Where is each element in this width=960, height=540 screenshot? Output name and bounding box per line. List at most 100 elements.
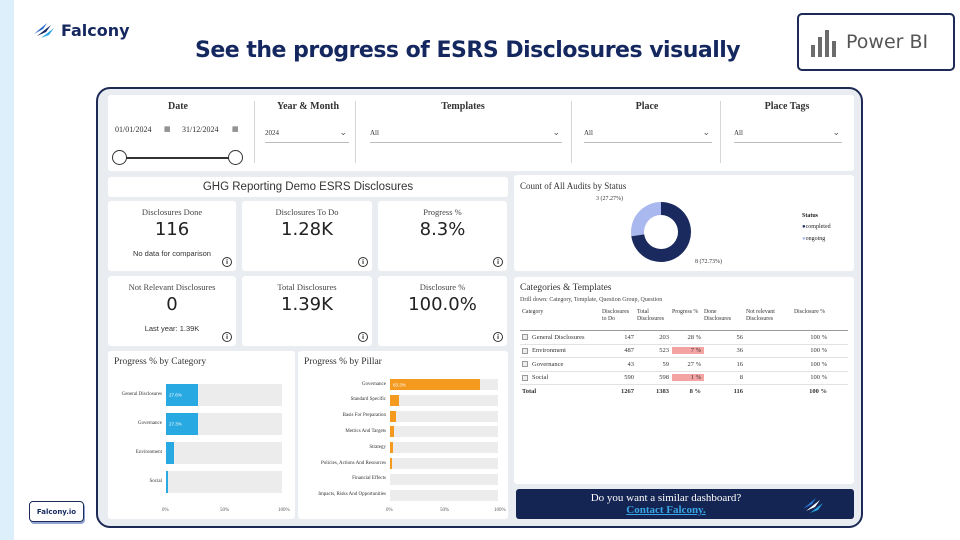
kpi-card-progress: Progress % 8.3% i: [378, 201, 507, 271]
cell-todo: 43: [627, 360, 635, 368]
year-month-value: 2024: [265, 129, 279, 137]
info-icon[interactable]: i: [493, 332, 503, 342]
falcon-icon: [34, 23, 54, 38]
expand-icon[interactable]: [522, 347, 528, 354]
donut-slice-ongoing[interactable]: [631, 202, 661, 237]
cta-question: Do you want a similar dashboard?: [590, 492, 742, 504]
place-filter: Place: [574, 101, 720, 165]
col-header-progress[interactable]: Progress %: [672, 309, 699, 315]
category-bar[interactable]: [166, 471, 168, 493]
chevron-down-icon: ⌄: [339, 127, 347, 137]
falcony-website-link[interactable]: Falcony.io: [29, 501, 84, 522]
kpi-label: Disclosures To Do: [275, 207, 339, 217]
cell-total: 598: [659, 374, 669, 382]
info-icon[interactable]: i: [222, 257, 232, 267]
pillar-label: Financial Effects: [352, 476, 386, 482]
category-bar[interactable]: 27.3%: [166, 413, 198, 435]
pillar-bar[interactable]: [390, 394, 399, 406]
col-header-disclosure[interactable]: Disclosure %: [794, 309, 826, 315]
place-value: All: [584, 129, 593, 137]
kpi-label: Progress %: [423, 207, 462, 217]
col-header-category[interactable]: Category: [522, 309, 544, 315]
date-start-input[interactable]: 01/01/2024: [115, 125, 152, 134]
pillar-chart-card: Progress % by Pillar Governance 83.3% Stan…: [298, 351, 508, 519]
slider-end-handle[interactable]: [228, 150, 243, 165]
category-label: General Disclosures: [121, 392, 162, 397]
year-month-title: Year & Month: [276, 101, 340, 112]
category-label: Social: [149, 479, 163, 484]
place-dropdown[interactable]: All ⌄: [584, 127, 712, 143]
calendar-icon[interactable]: ▦: [164, 125, 171, 133]
col-header-done[interactable]: Done Disclosures: [704, 309, 732, 322]
cell-progress: 28 %: [687, 333, 701, 341]
date-end-input[interactable]: 31/12/2024: [182, 125, 219, 134]
pillar-bar[interactable]: [390, 426, 395, 438]
pillar-label: Basis For Preparation: [342, 413, 386, 419]
categories-table: Category Disclosures to Do Total Disclos…: [520, 307, 848, 399]
legend-item-completed[interactable]: ●completed: [802, 224, 831, 230]
brand-logo[interactable]: Falcony: [33, 20, 130, 40]
cell-done: 116: [733, 388, 743, 396]
cell-total: 523: [659, 347, 669, 355]
cell-progress: 8 %: [689, 388, 701, 396]
pillar-bar[interactable]: [390, 442, 394, 454]
category-label: Governance: [137, 421, 162, 426]
category-track: 27.6%: [166, 384, 282, 406]
col-header-todo[interactable]: Disclosures to Do: [602, 309, 630, 322]
date-range-slider[interactable]: [120, 157, 238, 159]
donut-data-label: 3 (27.27%): [596, 195, 623, 202]
cell-disclosure: 100 %: [810, 347, 827, 355]
info-icon[interactable]: i: [493, 257, 503, 267]
category-axis-tick: 100%: [278, 508, 290, 513]
legend-dot: ●: [802, 236, 806, 242]
pillar-bar[interactable]: [390, 410, 397, 422]
filter-bar: Date 01/01/2024 ▦ 31/12/2024 ▦ Year & Mo…: [108, 95, 854, 171]
cell-disclosure: 100 %: [810, 360, 827, 368]
pillar-bar[interactable]: [390, 458, 392, 469]
legend-label: ongoing: [805, 236, 826, 242]
pillar-value-label: 83.3%: [393, 382, 406, 387]
pillar-axis-tick: 100%: [494, 508, 506, 513]
category-axis-tick: 50%: [220, 508, 230, 513]
kpi-value: 1.28K: [281, 219, 333, 240]
year-month-filter: Year & Month: [258, 101, 358, 165]
pillar-label: Metrics And Targets: [345, 428, 386, 434]
expand-icon[interactable]: [522, 361, 528, 368]
kpi-value: 100.0%: [408, 294, 477, 315]
donut-slice-completed[interactable]: [631, 202, 691, 262]
pillar-axis-tick: 50%: [440, 508, 450, 513]
kpi-value: 8.3%: [419, 219, 466, 240]
info-icon[interactable]: i: [358, 257, 368, 267]
slider-start-handle[interactable]: [112, 150, 127, 165]
info-icon[interactable]: i: [358, 332, 368, 342]
pillar-track: [390, 489, 498, 501]
category-track: 27.3%: [166, 413, 282, 435]
cell-todo: 487: [624, 347, 634, 355]
cell-category: Governance: [532, 360, 564, 368]
expand-icon[interactable]: [522, 374, 528, 381]
templates-dropdown[interactable]: All ⌄: [370, 127, 562, 143]
kpi-value: 0: [166, 294, 178, 315]
calendar-icon[interactable]: ▦: [232, 125, 239, 133]
contact-falcony-link[interactable]: Contact Falcony.: [626, 504, 706, 516]
expand-icon[interactable]: [522, 334, 528, 341]
divider: [571, 101, 572, 163]
pillar-track: [390, 458, 498, 469]
table-row[interactable]: Governance 43 59 27 % 16 100 %: [520, 358, 848, 372]
col-header-total[interactable]: Total Disclosures: [637, 309, 665, 322]
place-tags-dropdown[interactable]: All ⌄: [734, 127, 842, 143]
info-icon[interactable]: i: [222, 332, 232, 342]
category-track: [166, 442, 282, 464]
category-bar[interactable]: 27.6%: [166, 384, 199, 406]
divider: [254, 101, 255, 163]
donut-chart: 3 (27.27%) 8 (72.73%): [596, 195, 722, 265]
col-header-not-relevant[interactable]: Not relevant Disclosures: [746, 309, 775, 322]
table-row[interactable]: General Disclosures 147 203 28 % 56 100 …: [520, 331, 848, 345]
table-row[interactable]: Environment 487 523 7 % 36 100 %: [520, 345, 848, 358]
legend-item-ongoing[interactable]: ●ongoing: [802, 236, 825, 242]
table-row[interactable]: Social 590 598 1 % 8 100 %: [520, 372, 848, 385]
year-month-dropdown[interactable]: 2024 ⌄: [265, 127, 349, 143]
category-bar[interactable]: [166, 442, 175, 464]
pillar-bar[interactable]: 83.3%: [390, 379, 480, 390]
category-value-label: 27.3%: [169, 421, 182, 427]
